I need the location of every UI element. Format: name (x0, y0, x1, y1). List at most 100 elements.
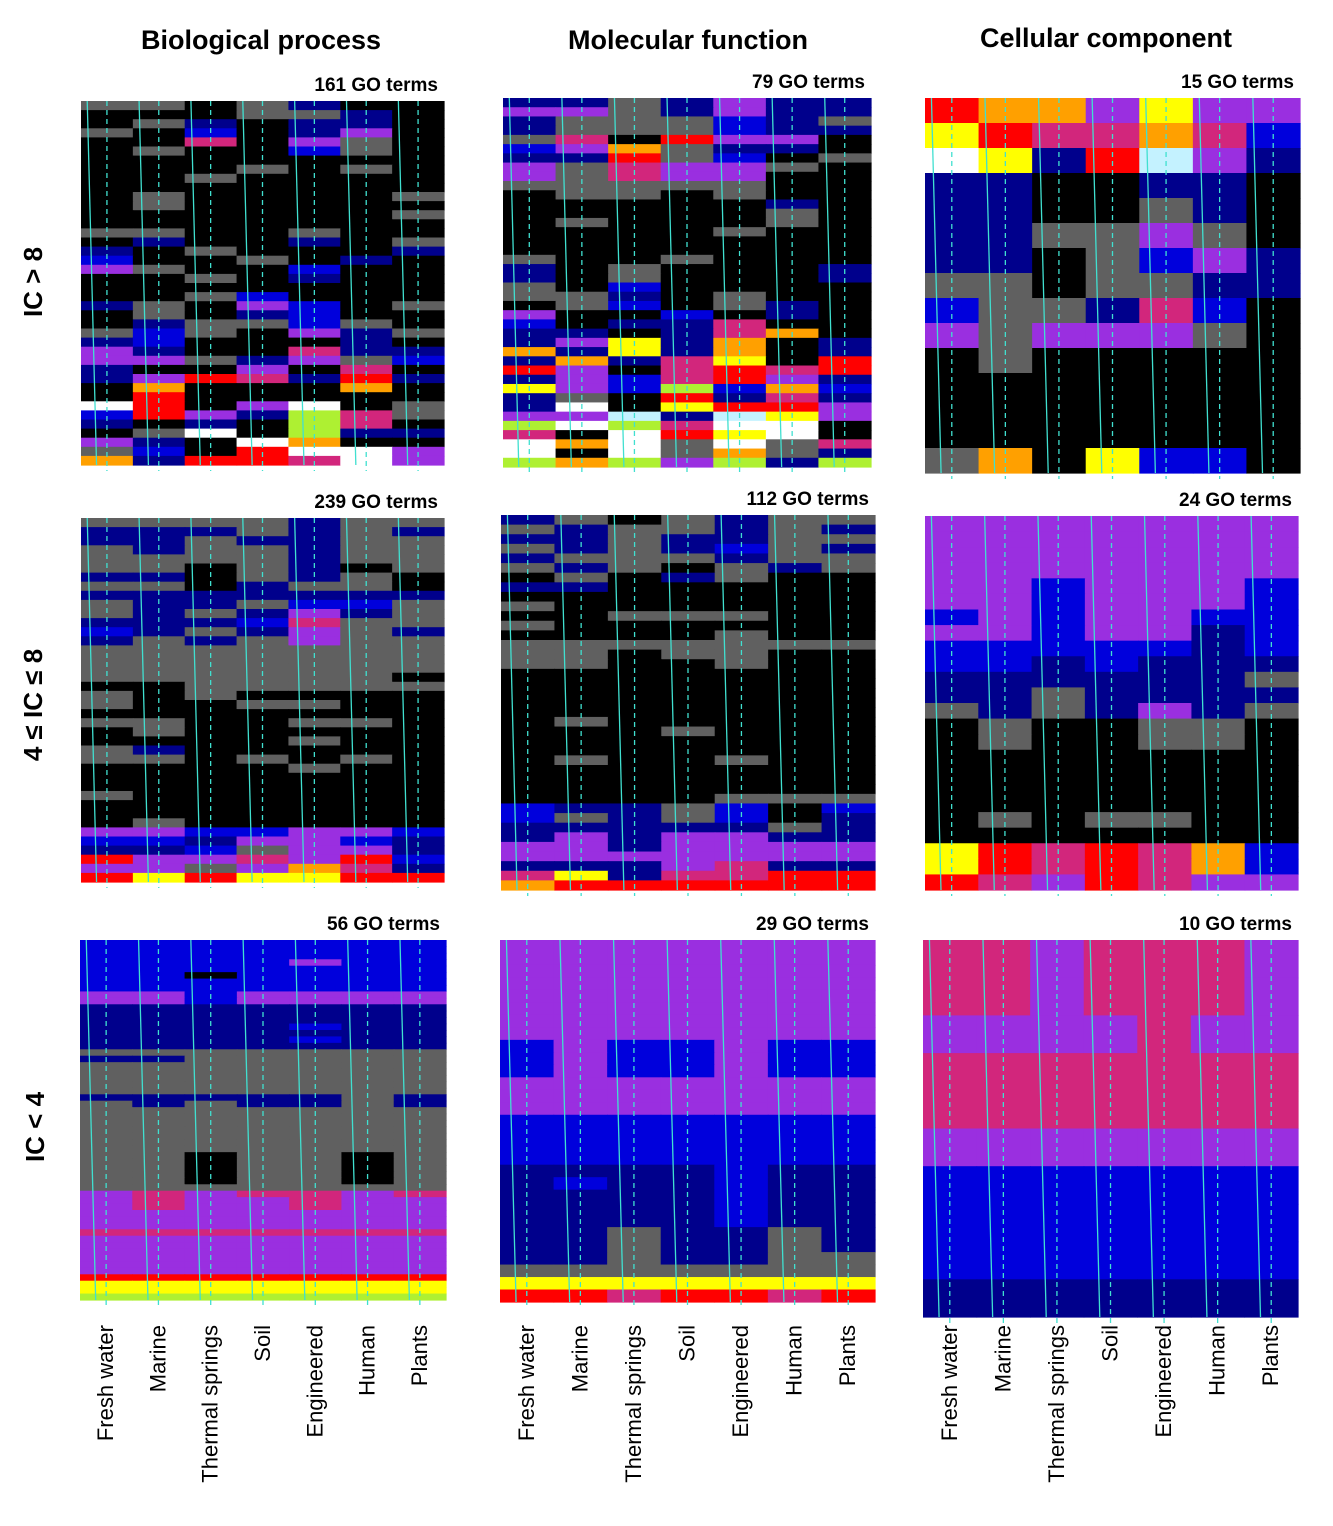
heatmap-cell (340, 581, 393, 592)
heatmap-cell (661, 659, 716, 670)
heatmap-cell (81, 355, 134, 366)
heatmap-cell (1084, 858, 1139, 876)
cumulative-trace-line (505, 939, 517, 1303)
heatmap-cell (661, 543, 716, 555)
heatmap-cell (555, 107, 609, 118)
heatmap-cell (80, 952, 133, 960)
heatmap-cell (132, 182, 186, 193)
heatmap-cell (80, 1248, 133, 1256)
heatmap-cell (184, 754, 238, 765)
heatmap-cell (132, 1158, 186, 1166)
heatmap-cell (553, 1289, 608, 1303)
heatmap-cell (1138, 593, 1193, 611)
heatmap-cell (978, 593, 1033, 611)
heatmap-cell (288, 273, 341, 284)
heatmap-cell (288, 182, 341, 193)
heatmap-cell (81, 328, 134, 339)
heatmap-cell (288, 155, 341, 166)
heatmap-cell (713, 153, 767, 164)
heatmap-cell (184, 1062, 238, 1070)
heatmap-cell (607, 1102, 662, 1116)
cumulative-trace-line (773, 939, 785, 1303)
heatmap-cell (713, 125, 767, 136)
cumulative-trace-line (667, 514, 678, 891)
heatmap-cell (184, 301, 238, 311)
heatmap-cell (340, 663, 393, 674)
heatmap-cell (132, 772, 186, 783)
heatmap-cell (132, 781, 186, 792)
heatmap-cell (184, 952, 238, 960)
heatmap-cell (288, 672, 341, 683)
heatmap-cell (132, 383, 186, 393)
heatmap-cell (80, 1062, 133, 1070)
heatmap-cell (821, 1289, 876, 1303)
heatmap-cell (1138, 531, 1193, 548)
heatmap-cell (132, 146, 186, 157)
heatmap-cell (1031, 858, 1086, 876)
heatmap-cell (184, 781, 238, 792)
heatmap-cell (661, 822, 716, 833)
heatmap-cell (289, 1132, 343, 1140)
heatmap-cell (132, 1068, 186, 1076)
heatmap-cell (821, 515, 876, 526)
heatmap-cell (81, 754, 134, 765)
heatmap-cell (500, 940, 555, 954)
heatmap-cell (821, 1002, 876, 1016)
heatmap-cell (503, 217, 557, 228)
heatmap-cell (660, 940, 715, 954)
go-terms-count: 112 GO terms (746, 489, 869, 510)
heatmap-cell (554, 572, 609, 583)
heatmap-cell (81, 572, 134, 583)
heatmap-cell (340, 772, 393, 783)
heatmap-cell (393, 1068, 447, 1076)
heatmap-cell (184, 745, 238, 756)
heatmap-cell (288, 709, 341, 719)
heatmap-cell (392, 319, 445, 330)
heatmap-cell (553, 1077, 608, 1091)
heatmap-cell (821, 688, 876, 699)
heatmap-cellular-component-low: 10 GO terms (923, 914, 1299, 1323)
heatmap-cell (184, 800, 238, 810)
heatmap-cell (288, 627, 341, 637)
heatmap-cell (660, 1289, 715, 1303)
heatmap-cell (1138, 687, 1193, 704)
heatmap-cell (340, 283, 393, 293)
heatmap-cell (660, 208, 714, 219)
heatmap-cell (288, 599, 341, 610)
heatmap-cell (393, 1087, 447, 1095)
cumulative-trace-line (86, 100, 98, 466)
x-label-thermal-springs: Thermal springs (1044, 1325, 1069, 1483)
heatmap-cell (184, 1017, 238, 1025)
heatmap-cell (236, 700, 290, 710)
heatmap-cell (288, 663, 341, 674)
heatmap-cell (1192, 373, 1248, 399)
heatmap-cell (132, 709, 186, 719)
heatmap-cell (236, 1222, 290, 1230)
heatmap-cell (341, 952, 395, 960)
heatmap-cell (392, 264, 445, 275)
heatmap-cell (553, 940, 608, 954)
heatmap-cell (132, 1177, 186, 1185)
heatmap-cell (554, 678, 609, 689)
heatmap-cell (555, 171, 609, 182)
heatmap-cell (714, 572, 769, 583)
heatmap-cell (607, 572, 662, 583)
heatmap-cell (1244, 516, 1299, 533)
heatmap-cell (661, 678, 716, 689)
heatmap-cell (184, 763, 238, 774)
heatmap-cell (607, 668, 662, 680)
cumulative-trace-line (1250, 939, 1262, 1318)
heatmap-cell (236, 554, 290, 565)
heatmap-cell (236, 581, 290, 592)
heatmap-cell (81, 854, 134, 865)
heatmap-cell (978, 687, 1033, 704)
heatmap-cell (392, 301, 445, 311)
heatmap-cell (288, 581, 341, 592)
heatmap-cell (184, 627, 238, 637)
heatmap-cell (289, 972, 343, 980)
heatmap-cell (340, 328, 393, 339)
heatmap-cell (184, 146, 238, 157)
heatmap-cell (132, 355, 186, 366)
heatmap-cell (768, 841, 823, 853)
heatmap-cell (132, 536, 186, 546)
